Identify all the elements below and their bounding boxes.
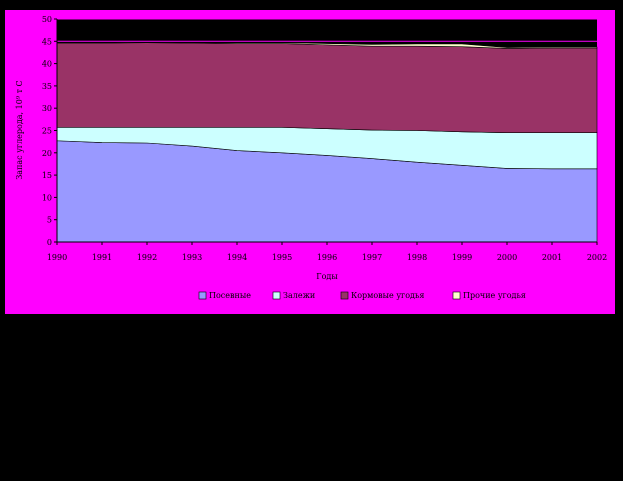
legend-label: Посевные (209, 291, 251, 300)
legend-swatch (198, 291, 207, 300)
legend-label: Прочие угодья (463, 291, 526, 300)
x-tick-label: 1991 (92, 253, 112, 262)
y-axis-title: Запас углерода, 10⁹ т С (15, 80, 24, 179)
legend-label: Залежи (283, 291, 315, 300)
area-series-group (56, 41, 598, 243)
legend-swatch (452, 291, 461, 300)
x-tick-label: 2001 (542, 253, 562, 262)
x-tick-label: 1990 (47, 253, 67, 262)
y-tick-label: 50 (42, 15, 52, 24)
y-tick-label: 10 (42, 193, 52, 202)
x-tick-label: 1998 (407, 253, 427, 262)
y-tick-label: 15 (42, 171, 52, 180)
legend: Посевные Залежи Кормовые угодья Прочие угод… (198, 291, 526, 300)
chart-frame: 0 5 10 15 20 25 30 35 40 45 50 1990 1991 1992 1993 199… (5, 10, 615, 314)
y-tick-label: 25 (42, 127, 52, 136)
y-axis: 0 5 10 15 20 25 30 35 40 45 50 (42, 15, 58, 247)
legend-swatch (272, 291, 281, 300)
y-tick-label: 40 (42, 60, 52, 69)
y-tick-label: 35 (42, 82, 52, 91)
x-tick-label: 1995 (272, 253, 292, 262)
x-axis: 1990 1991 1992 1993 1994 1995 1996 1997 1998 1999… (47, 241, 607, 262)
x-tick-label: 1996 (317, 253, 337, 262)
x-axis-title: Годы (316, 272, 338, 281)
y-tick-label: 0 (47, 238, 52, 247)
y-tick-label: 5 (47, 216, 52, 225)
x-tick-label: 1997 (362, 253, 382, 262)
legend-swatch (340, 291, 349, 300)
x-tick-label: 1992 (137, 253, 157, 262)
area-series-4 (56, 41, 598, 49)
x-tick-label: 1993 (182, 253, 202, 262)
legend-label: Кормовые угодья (351, 291, 424, 300)
y-tick-label: 30 (42, 104, 52, 113)
x-tick-label: 1994 (227, 253, 247, 262)
y-tick-label: 20 (42, 149, 52, 158)
y-tick-label: 45 (42, 37, 52, 46)
gridlines (57, 18, 597, 42)
x-tick-label: 1999 (452, 253, 472, 262)
area-series-3 (56, 42, 598, 134)
x-tick-label: 2000 (497, 253, 517, 262)
x-tick-label: 2002 (587, 253, 607, 262)
